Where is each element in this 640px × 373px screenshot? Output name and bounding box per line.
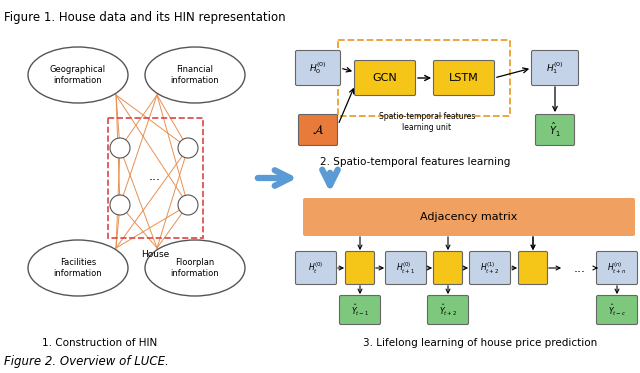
Ellipse shape xyxy=(28,47,128,103)
Text: $H_{t+2}^{(1)}$: $H_{t+2}^{(1)}$ xyxy=(481,260,500,276)
FancyBboxPatch shape xyxy=(355,60,415,95)
Text: House: House xyxy=(141,250,169,259)
Text: ...: ... xyxy=(149,170,161,184)
FancyBboxPatch shape xyxy=(339,295,381,325)
FancyBboxPatch shape xyxy=(596,295,637,325)
FancyBboxPatch shape xyxy=(536,115,575,145)
Text: Geographical
information: Geographical information xyxy=(50,65,106,85)
FancyBboxPatch shape xyxy=(298,115,337,145)
Text: Financial
information: Financial information xyxy=(171,65,220,85)
Text: 3. Lifelong learning of house price prediction: 3. Lifelong learning of house price pred… xyxy=(363,338,597,348)
Text: 1. Construction of HIN: 1. Construction of HIN xyxy=(42,338,157,348)
FancyBboxPatch shape xyxy=(470,251,511,285)
FancyBboxPatch shape xyxy=(303,198,635,236)
Text: Adjacency matrix: Adjacency matrix xyxy=(420,212,518,222)
Text: Floorplan
information: Floorplan information xyxy=(171,258,220,278)
Text: $H_{t+1}^{(0)}$: $H_{t+1}^{(0)}$ xyxy=(396,260,415,276)
Circle shape xyxy=(178,138,198,158)
Circle shape xyxy=(178,195,198,215)
Text: $H_{t+n}^{(n)}$: $H_{t+n}^{(n)}$ xyxy=(607,260,627,276)
Text: $H_1^{(0)}$: $H_1^{(0)}$ xyxy=(546,60,564,76)
Text: $H_t^{(0)}$: $H_t^{(0)}$ xyxy=(308,260,324,276)
FancyBboxPatch shape xyxy=(346,251,374,285)
Text: $\hat{Y}_{t-c}$: $\hat{Y}_{t-c}$ xyxy=(608,302,626,318)
Text: Facilities
information: Facilities information xyxy=(54,258,102,278)
FancyBboxPatch shape xyxy=(531,50,579,85)
FancyBboxPatch shape xyxy=(428,295,468,325)
Ellipse shape xyxy=(28,240,128,296)
FancyBboxPatch shape xyxy=(296,251,337,285)
Ellipse shape xyxy=(145,240,245,296)
Text: Figure 1. House data and its HIN representation: Figure 1. House data and its HIN represe… xyxy=(4,11,285,24)
FancyBboxPatch shape xyxy=(385,251,426,285)
Text: $\hat{Y}_{t+2}$: $\hat{Y}_{t+2}$ xyxy=(439,302,457,318)
FancyBboxPatch shape xyxy=(433,60,495,95)
Text: $\mathcal{A}$: $\mathcal{A}$ xyxy=(312,123,324,137)
Text: ...: ... xyxy=(574,261,586,275)
Circle shape xyxy=(110,195,130,215)
FancyBboxPatch shape xyxy=(518,251,547,285)
Text: GCN: GCN xyxy=(372,73,397,83)
Text: Figure 2. Overview of LUCE.: Figure 2. Overview of LUCE. xyxy=(4,355,169,369)
Text: $\hat{Y}_{t-1}$: $\hat{Y}_{t-1}$ xyxy=(351,302,369,318)
Text: LSTM: LSTM xyxy=(449,73,479,83)
Text: $H_0^{(0)}$: $H_0^{(0)}$ xyxy=(309,60,327,76)
Text: Spatio-temporal features
learning unit: Spatio-temporal features learning unit xyxy=(379,112,475,132)
FancyBboxPatch shape xyxy=(433,251,463,285)
FancyBboxPatch shape xyxy=(596,251,637,285)
Circle shape xyxy=(110,138,130,158)
Text: $\hat{Y}_1$: $\hat{Y}_1$ xyxy=(549,121,561,139)
Ellipse shape xyxy=(145,47,245,103)
Text: 2. Spatio-temporal features learning: 2. Spatio-temporal features learning xyxy=(320,157,510,167)
FancyBboxPatch shape xyxy=(296,50,340,85)
